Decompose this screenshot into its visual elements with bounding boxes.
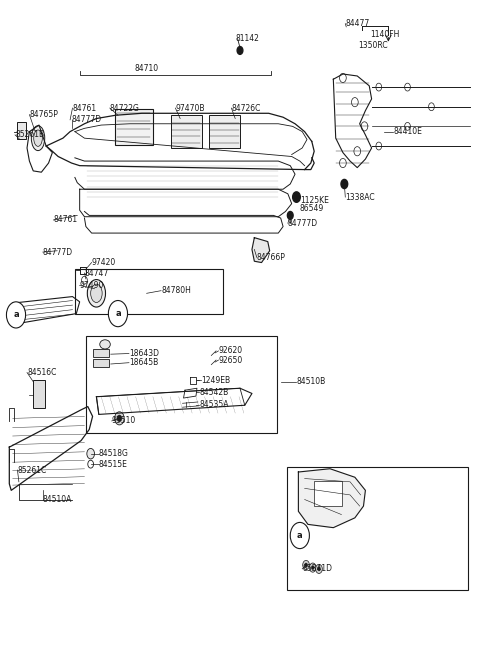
Ellipse shape [34,130,42,146]
Text: 84726C: 84726C [231,104,261,113]
Text: 97490: 97490 [80,281,104,290]
Text: 85261C: 85261C [17,466,47,474]
Text: 84722G: 84722G [110,104,140,113]
Circle shape [303,560,310,569]
Circle shape [108,300,128,327]
Circle shape [6,302,25,328]
Text: 18643D: 18643D [129,349,159,358]
Text: 84515E: 84515E [99,460,128,468]
Circle shape [305,563,308,567]
Text: 1140FH: 1140FH [370,30,399,39]
Text: 84510B: 84510B [297,377,326,386]
Circle shape [339,159,346,168]
Text: 84542B: 84542B [199,388,228,397]
Bar [75,269,223,314]
Circle shape [405,123,410,131]
Text: 84777D: 84777D [288,218,318,228]
Ellipse shape [91,284,102,302]
Ellipse shape [100,340,110,349]
Circle shape [88,461,94,468]
Ellipse shape [31,126,45,151]
Text: 84747: 84747 [84,268,108,277]
Circle shape [293,192,300,202]
Text: 84710: 84710 [135,64,159,73]
Bar [93,349,109,357]
Text: 84766P: 84766P [257,253,286,262]
Circle shape [361,122,368,131]
Bar [287,467,468,590]
Circle shape [339,73,346,83]
Text: 84477: 84477 [345,19,370,28]
Circle shape [115,412,124,425]
Ellipse shape [87,279,106,307]
Polygon shape [299,469,365,527]
Text: 1249EB: 1249EB [201,376,230,385]
Circle shape [87,449,95,459]
Text: 84518G: 84518G [99,449,129,458]
Circle shape [318,567,321,571]
Text: a: a [297,531,302,540]
Bar [33,380,45,408]
Text: 84777D: 84777D [43,247,73,256]
Text: a: a [115,309,121,318]
Text: 18645B: 18645B [129,358,158,367]
Circle shape [354,147,360,156]
Circle shape [376,83,382,91]
Text: 84410E: 84410E [393,127,422,136]
Text: 84765P: 84765P [29,110,58,119]
Text: 84780H: 84780H [161,286,191,295]
Text: 84516C: 84516C [27,368,56,377]
Text: 81142: 81142 [235,34,259,43]
Circle shape [290,522,310,548]
Text: 86549: 86549 [300,205,324,213]
Bar [170,115,202,148]
Circle shape [405,83,410,91]
Text: 1338AC: 1338AC [345,193,375,201]
Polygon shape [252,237,270,262]
Circle shape [316,564,323,573]
Bar [86,336,277,433]
Text: 84761: 84761 [72,104,96,113]
Circle shape [82,276,87,284]
Circle shape [117,415,122,422]
Bar [314,482,342,506]
Circle shape [310,563,316,572]
Text: 92620: 92620 [218,346,242,356]
Circle shape [429,103,434,111]
Text: 97470B: 97470B [175,104,205,113]
Bar [17,123,26,140]
Text: 85341D: 85341D [302,564,332,573]
Circle shape [351,98,358,107]
Text: 1125KE: 1125KE [300,196,329,205]
Text: a: a [13,310,19,319]
Text: 84535A: 84535A [199,400,229,409]
Text: 84761: 84761 [53,215,77,224]
Circle shape [237,47,243,54]
Circle shape [341,179,348,188]
Text: 85261B: 85261B [15,131,44,139]
Bar [209,115,240,148]
Text: 84777D: 84777D [72,115,102,125]
Circle shape [312,565,314,569]
Text: 1350RC: 1350RC [359,41,388,50]
Text: 84510A: 84510A [43,495,72,504]
Text: 92650: 92650 [218,356,243,365]
Text: 93510: 93510 [112,417,136,426]
Circle shape [376,142,382,150]
Circle shape [288,211,293,219]
Bar [93,359,109,367]
Bar [115,109,153,145]
Text: 97420: 97420 [92,258,116,267]
